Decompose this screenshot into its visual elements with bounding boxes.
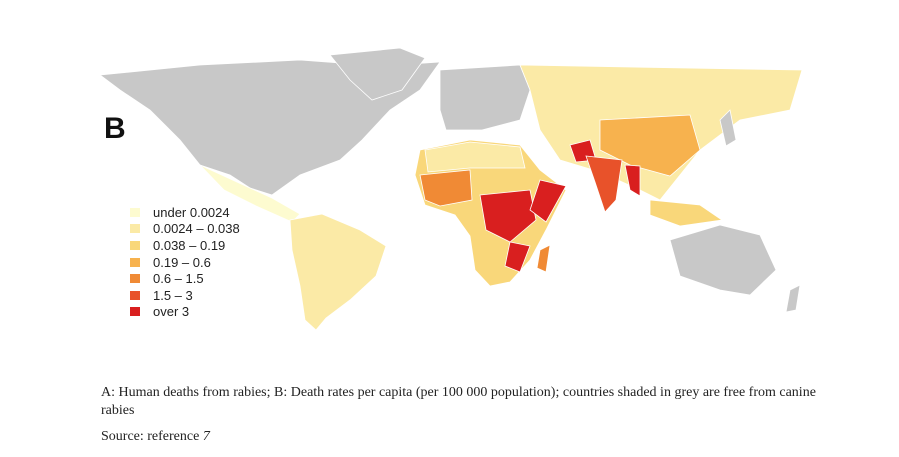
legend-label: over 3 [153, 304, 190, 320]
legend-item: 1.5 – 3 [130, 287, 240, 304]
mozambique [504, 241, 531, 273]
legend-swatch [130, 224, 140, 234]
europe [439, 64, 531, 131]
legend-item: 0.0024 – 0.038 [130, 221, 240, 238]
horn-of-africa [529, 179, 567, 223]
legend-label: under 0.0024 [153, 204, 230, 220]
legend-label: 0.038 – 0.19 [153, 237, 226, 253]
source-reference: 7 [202, 429, 210, 444]
legend-item: 0.6 – 1.5 [130, 270, 240, 287]
india [585, 155, 623, 213]
legend-item: 0.19 – 0.6 [130, 254, 240, 271]
legend-item: under 0.0024 [130, 204, 240, 221]
legend-swatch [130, 290, 140, 300]
south-america [289, 213, 387, 331]
legend-swatch [130, 307, 140, 317]
japan [719, 109, 737, 147]
legend-swatch [130, 240, 140, 250]
central-africa [479, 189, 537, 243]
legend-label: 0.6 – 1.5 [153, 271, 204, 287]
legend-swatch [130, 207, 140, 217]
figure-caption: A: Human deaths from rabies; B: Death ra… [101, 385, 816, 418]
north-africa [424, 141, 526, 173]
australia [669, 224, 777, 296]
west-africa [419, 169, 473, 207]
legend-label: 0.0024 – 0.038 [153, 221, 240, 237]
china [599, 114, 701, 177]
panel-label: B [104, 112, 126, 145]
figure-source: Source: reference 7 [101, 429, 210, 445]
legend-item: 0.038 – 0.19 [130, 237, 240, 254]
legend-swatch [130, 257, 140, 267]
source-prefix: Source: reference [101, 429, 203, 444]
legend-label: 1.5 – 3 [153, 287, 193, 303]
myanmar [624, 164, 641, 197]
legend-item: over 3 [130, 304, 240, 321]
southeast-asia [649, 199, 724, 227]
greenland [329, 47, 426, 101]
legend-swatch [130, 274, 140, 284]
new-zealand [785, 284, 801, 313]
central-america [199, 164, 301, 223]
madagascar [536, 244, 551, 273]
legend-label: 0.19 – 0.6 [153, 254, 211, 270]
legend: under 0.0024 0.0024 – 0.038 0.038 – 0.19… [130, 204, 240, 320]
